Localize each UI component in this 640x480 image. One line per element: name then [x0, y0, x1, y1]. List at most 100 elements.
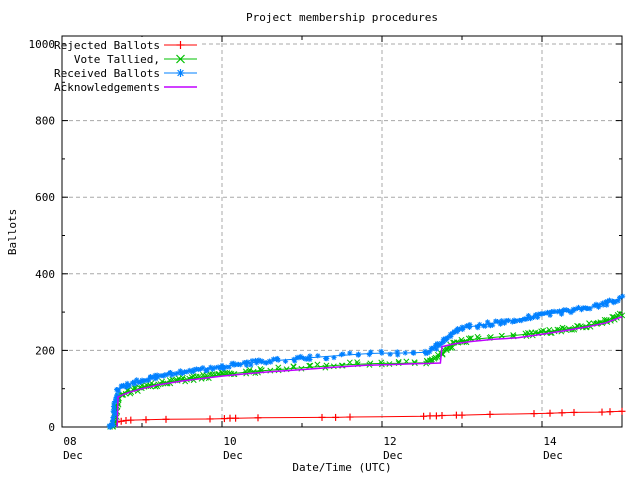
series-marker [379, 350, 385, 356]
series-marker [434, 346, 439, 352]
series-marker [533, 312, 538, 318]
series-marker [597, 302, 602, 308]
x-tick-label-month: Dec [543, 449, 563, 462]
legend-sample-marker [176, 69, 185, 77]
legend-entry-label: Rejected Ballots [54, 39, 160, 52]
series-marker [178, 368, 183, 374]
series-marker [493, 318, 498, 324]
series-line [116, 410, 623, 423]
series-marker [307, 353, 313, 359]
series-marker [498, 320, 504, 326]
series-marker [207, 370, 213, 377]
series-marker [111, 404, 116, 409]
series-marker [138, 382, 145, 389]
series-marker [487, 334, 494, 340]
series-marker [554, 326, 561, 333]
series-marker [307, 357, 313, 362]
series-marker [315, 353, 321, 359]
series-rejected-ballots [112, 407, 626, 426]
series-marker [346, 359, 353, 366]
series-marker [323, 356, 328, 361]
series-line [116, 315, 623, 428]
series-marker [200, 365, 206, 370]
series-marker [127, 383, 132, 389]
series-marker [387, 352, 393, 357]
x-axis-label: Date/Time (UTC) [292, 461, 391, 474]
series-marker [513, 318, 519, 324]
series-marker [394, 349, 400, 355]
series-marker [256, 357, 262, 363]
series-marker [609, 313, 616, 320]
series-marker [116, 388, 121, 394]
y-tick-label: 1000 [29, 38, 56, 51]
series-marker [298, 354, 303, 359]
series-marker [347, 350, 352, 356]
y-tick-label: 800 [35, 115, 55, 128]
series-marker [187, 368, 192, 373]
y-tick-label: 200 [35, 344, 55, 357]
x-tick-label-day: 08 [63, 435, 76, 448]
series-marker [194, 366, 199, 372]
series-marker [259, 359, 264, 365]
y-tick-label: 600 [35, 191, 55, 204]
series-marker [467, 322, 473, 327]
series-marker [422, 349, 428, 354]
series-marker [306, 362, 313, 369]
series-marker [159, 378, 166, 385]
series-marker [226, 364, 232, 370]
series-marker [483, 323, 488, 329]
series-marker [134, 377, 139, 383]
series-marker [506, 318, 511, 323]
series-marker [177, 69, 184, 77]
series-marker [167, 370, 173, 376]
series-marker [169, 376, 176, 383]
legend-backing [66, 37, 200, 95]
series-marker [200, 371, 207, 378]
series-marker [403, 358, 410, 365]
series-marker [275, 357, 281, 363]
series-marker [620, 293, 625, 299]
series-marker [355, 352, 361, 358]
series-marker [245, 359, 251, 365]
series-acknowledgements [116, 315, 623, 428]
series-marker [532, 329, 539, 336]
series-marker [314, 361, 321, 368]
series-marker [546, 326, 553, 333]
series-marker [559, 324, 566, 331]
series-marker [460, 325, 466, 331]
series-marker [275, 364, 282, 371]
plot-border [61, 35, 623, 428]
x-tick-label-day: 12 [383, 435, 396, 448]
legend-sample-marker [176, 41, 185, 49]
series-marker [193, 373, 200, 380]
series-marker [535, 315, 540, 320]
series-marker [175, 375, 182, 382]
series-marker [607, 297, 612, 303]
y-tick-label: 0 [48, 421, 55, 434]
series-marker [208, 365, 213, 370]
series-marker [264, 360, 269, 366]
series-marker [301, 356, 306, 361]
series-marker [246, 366, 253, 373]
series-marker [539, 311, 545, 317]
series-marker [323, 362, 330, 369]
series-marker [395, 358, 402, 365]
x-tick-label-day: 10 [223, 435, 236, 448]
series-marker [231, 371, 238, 378]
series-marker [248, 362, 254, 368]
series-marker [477, 322, 482, 327]
series-marker [340, 351, 346, 357]
series-received-ballots [106, 293, 626, 430]
series-marker [586, 320, 593, 327]
series-marker [283, 359, 288, 364]
series-marker [449, 344, 456, 351]
series-layer [106, 293, 626, 430]
legend-sample-marker [176, 54, 185, 64]
series-marker [474, 333, 481, 340]
series-marker [172, 371, 178, 377]
x-tick-label-month: Dec [223, 449, 243, 462]
